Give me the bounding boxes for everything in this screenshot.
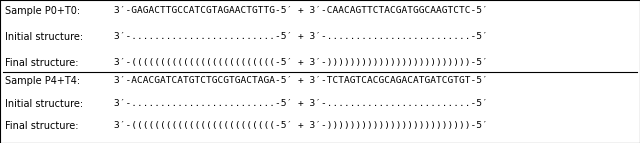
Text: 3′-.........................-5′ + 3′-.........................-5′: 3′-.........................-5′ + 3′-...…: [114, 99, 488, 108]
Text: 3′-ACACGATCATGTCTGCGTGACTAGA-5′ + 3′-TCTAGTCACGCAGACATGATCGTGT-5′: 3′-ACACGATCATGTCTGCGTGACTAGA-5′ + 3′-TCT…: [114, 76, 488, 85]
Text: Sample P4+T4:: Sample P4+T4:: [5, 76, 80, 86]
Text: Initial structure:: Initial structure:: [5, 32, 83, 42]
Text: 3′-GAGACTTGCCATCGTAGAACTGTTG-5′ + 3′-CAACAGTTCTACGATGGCAAGTCTC-5′: 3′-GAGACTTGCCATCGTAGAACTGTTG-5′ + 3′-CAA…: [114, 6, 488, 15]
Text: 3′-(((((((((((((((((((((((((-5′ + 3′-)))))))))))))))))))))))))-5′: 3′-(((((((((((((((((((((((((-5′ + 3′-)))…: [114, 121, 488, 130]
Text: Final structure:: Final structure:: [5, 121, 79, 131]
Text: 3′-.........................-5′ + 3′-.........................-5′: 3′-.........................-5′ + 3′-...…: [114, 32, 488, 41]
Text: Sample P0+T0:: Sample P0+T0:: [5, 6, 80, 16]
Text: Final structure:: Final structure:: [5, 58, 79, 68]
Text: 3′-(((((((((((((((((((((((((-5′ + 3′-)))))))))))))))))))))))))-5′: 3′-(((((((((((((((((((((((((-5′ + 3′-)))…: [114, 58, 488, 67]
Text: Initial structure:: Initial structure:: [5, 99, 83, 109]
